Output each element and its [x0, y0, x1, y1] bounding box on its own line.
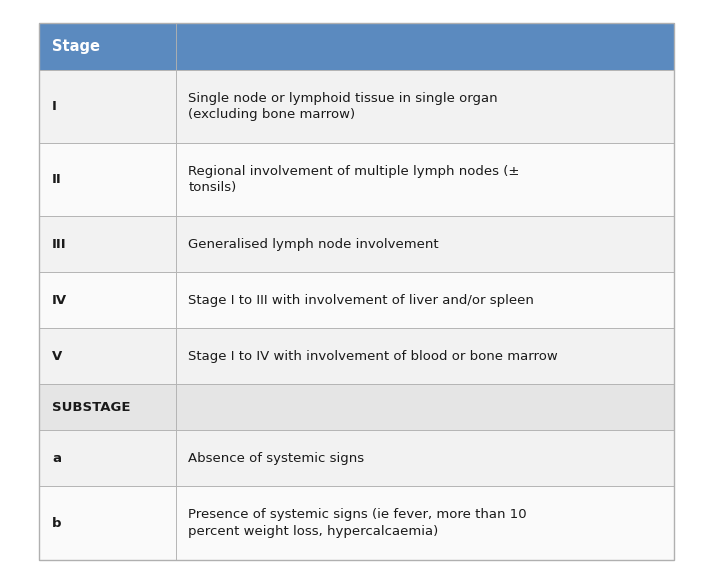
Text: Generalised lymph node involvement: Generalised lymph node involvement	[188, 238, 439, 251]
Text: b: b	[52, 517, 61, 529]
Text: Single node or lymphoid tissue in single organ
(excluding bone marrow): Single node or lymphoid tissue in single…	[188, 92, 498, 121]
Bar	[175, 328, 674, 384]
Bar	[175, 23, 674, 70]
Bar	[39, 216, 175, 272]
Text: Presence of systemic signs (ie fever, more than 10
percent weight loss, hypercal: Presence of systemic signs (ie fever, mo…	[188, 508, 527, 538]
Bar	[39, 23, 674, 560]
Bar	[39, 143, 175, 216]
Text: III: III	[52, 238, 67, 251]
Bar	[39, 23, 175, 70]
Bar	[175, 430, 674, 486]
Text: Regional involvement of multiple lymph nodes (±
tonsils): Regional involvement of multiple lymph n…	[188, 165, 520, 194]
Bar	[39, 272, 175, 328]
Bar	[175, 143, 674, 216]
Text: V: V	[52, 350, 62, 363]
Text: Stage I to IV with involvement of blood or bone marrow: Stage I to IV with involvement of blood …	[188, 350, 558, 363]
Bar	[175, 216, 674, 272]
Bar	[39, 384, 175, 430]
Text: a: a	[52, 452, 61, 465]
Text: Absence of systemic signs: Absence of systemic signs	[188, 452, 364, 465]
Bar	[39, 70, 175, 143]
Text: II: II	[52, 173, 62, 186]
Text: Stage I to III with involvement of liver and/or spleen: Stage I to III with involvement of liver…	[188, 294, 534, 307]
Bar	[39, 328, 175, 384]
Text: IV: IV	[52, 294, 67, 307]
Text: SUBSTAGE: SUBSTAGE	[52, 401, 130, 414]
Text: Stage: Stage	[52, 39, 100, 54]
Text: I: I	[52, 100, 57, 113]
Bar	[175, 70, 674, 143]
Bar	[39, 430, 175, 486]
Bar	[39, 486, 175, 560]
Bar	[175, 272, 674, 328]
Bar	[175, 486, 674, 560]
Bar	[175, 384, 674, 430]
